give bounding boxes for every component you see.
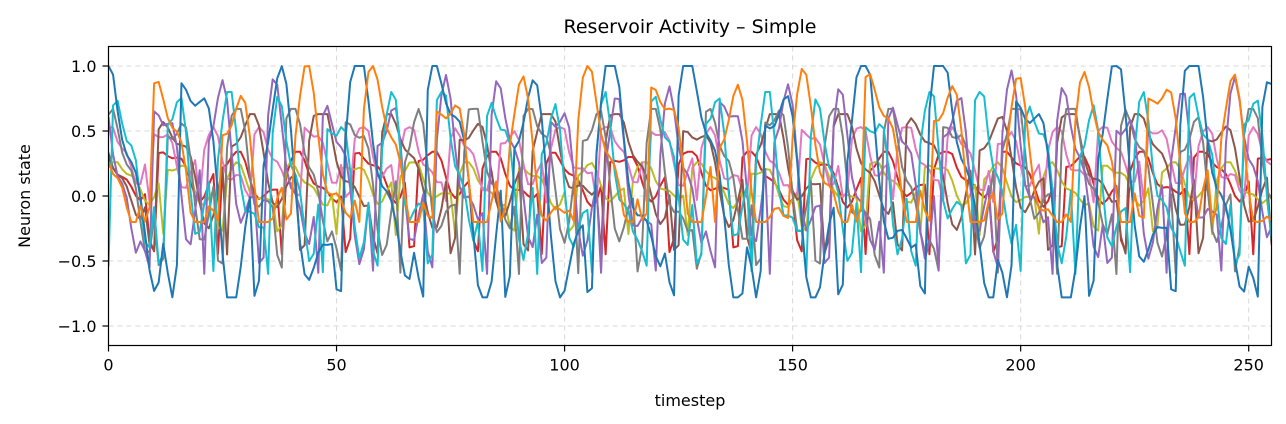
x-tick-label: 0 (103, 356, 113, 375)
neuron-series-line (108, 91, 1272, 275)
y-tick-label: 0.5 (71, 122, 96, 141)
chart-title: Reservoir Activity – Simple (564, 16, 817, 38)
neuron-series-line (108, 65, 1272, 299)
x-tick-label: 250 (1233, 356, 1264, 375)
neuron-series-line (108, 65, 1272, 223)
x-tick-label: 50 (326, 356, 346, 375)
y-axis-ticks: 1.0 0.5 0.0 −0.5 −1.0 (58, 57, 109, 336)
neuron-series-line (108, 126, 1272, 204)
x-axis-ticks: 0 50 100 150 200 250 (103, 345, 1264, 375)
x-tick-label: 150 (777, 356, 808, 375)
x-tick-label: 100 (549, 356, 580, 375)
y-tick-label: −1.0 (58, 317, 97, 336)
neuron-series-line (108, 69, 1272, 275)
x-axis-label: timestep (655, 391, 726, 410)
y-axis-label: Neuron state (15, 144, 34, 248)
y-tick-label: −0.5 (58, 252, 97, 271)
series-group (108, 65, 1272, 299)
x-tick-label: 200 (1005, 356, 1036, 375)
y-tick-label: 0.0 (71, 187, 96, 206)
y-tick-label: 1.0 (71, 57, 96, 76)
